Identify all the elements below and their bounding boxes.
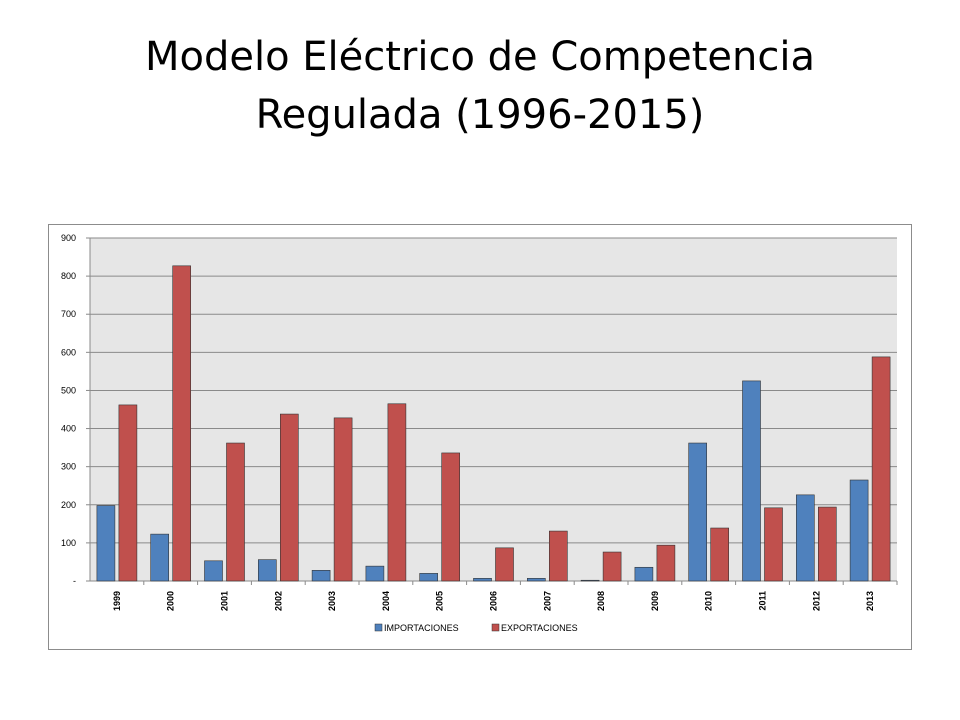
slide-title-line-1: Modelo Eléctrico de Competencia: [144, 34, 816, 80]
bar-exportaciones-1999: [118, 404, 138, 582]
bar-importaciones-2003: [311, 570, 331, 582]
bar-exportaciones-2002: [279, 413, 299, 582]
x-tick-label: 2003: [327, 591, 337, 611]
y-tick-label: 600: [61, 347, 76, 357]
x-tick-label: 2012: [811, 591, 821, 611]
x-tick-label: 2002: [273, 591, 283, 611]
bar-importaciones-2008: [580, 579, 600, 582]
legend-exportaciones-label: EXPORTACIONES: [501, 623, 578, 633]
bar-importaciones-2013: [849, 479, 869, 582]
x-tick-label: 2011: [758, 591, 768, 611]
bar-exportaciones-2010: [710, 527, 730, 582]
legend-importaciones-label: IMPORTACIONES: [384, 623, 459, 633]
bar-importaciones-2001: [204, 560, 223, 582]
bar-exportaciones-2006: [495, 547, 514, 582]
y-tick-label: 200: [61, 500, 76, 510]
legend-importaciones-swatch: [374, 623, 383, 632]
x-tick-label: 2013: [865, 591, 875, 611]
plot-area: [90, 238, 897, 581]
bar-importaciones-2002: [257, 559, 277, 582]
bar-exportaciones-2007: [548, 530, 568, 582]
bar-importaciones-2011: [742, 380, 761, 582]
bar-importaciones-2000: [150, 533, 169, 582]
x-tick-label: 2010: [704, 591, 714, 611]
y-tick-label: -: [73, 576, 76, 586]
bar-exportaciones-2011: [764, 507, 783, 582]
bar-importaciones-2004: [365, 565, 385, 582]
x-tick-label: 2005: [435, 591, 445, 611]
bar-exportaciones-2001: [226, 442, 245, 582]
bar-importaciones-2009: [634, 566, 654, 582]
bar-exportaciones-2005: [441, 452, 461, 582]
bar-exportaciones-2009: [656, 544, 676, 582]
bar-exportaciones-2003: [333, 417, 353, 582]
x-tick-label: 1999: [112, 591, 122, 611]
y-tick-label: 500: [61, 385, 76, 395]
x-tick-label: 2000: [166, 591, 176, 611]
bar-importaciones-1999: [96, 505, 116, 582]
y-tick-label: 900: [61, 233, 76, 243]
x-tick-label: 2007: [542, 591, 552, 611]
bar-exportaciones-2012: [817, 506, 837, 582]
bar-importaciones-2010: [688, 442, 708, 582]
slide-title-line-2: Regulada (1996-2015): [255, 92, 705, 138]
bar-exportaciones-2000: [172, 265, 191, 582]
y-tick-label: 100: [61, 538, 76, 548]
y-tick-label: 800: [61, 271, 76, 281]
bar-importaciones-2012: [795, 494, 815, 582]
legend-exportaciones-swatch: [491, 623, 500, 632]
bar-importaciones-2005: [419, 573, 439, 582]
bar-exportaciones-2008: [602, 551, 622, 582]
x-tick-label: 2009: [650, 591, 660, 611]
bar-exportaciones-2013: [871, 356, 891, 582]
bar-exportaciones-2004: [387, 403, 407, 582]
x-tick-label: 2001: [220, 591, 230, 611]
y-tick-label: 400: [61, 424, 76, 434]
bar-importaciones-2006: [473, 578, 492, 582]
slide-title: Modelo Eléctrico de Competencia Regulada…: [0, 28, 960, 144]
x-tick-label: 2008: [596, 591, 606, 611]
x-tick-label: 2006: [489, 591, 499, 611]
y-tick-label: 700: [61, 309, 76, 319]
y-tick-label: 300: [61, 462, 76, 472]
bar-importaciones-2007: [526, 578, 546, 582]
x-tick-label: 2004: [381, 591, 391, 611]
